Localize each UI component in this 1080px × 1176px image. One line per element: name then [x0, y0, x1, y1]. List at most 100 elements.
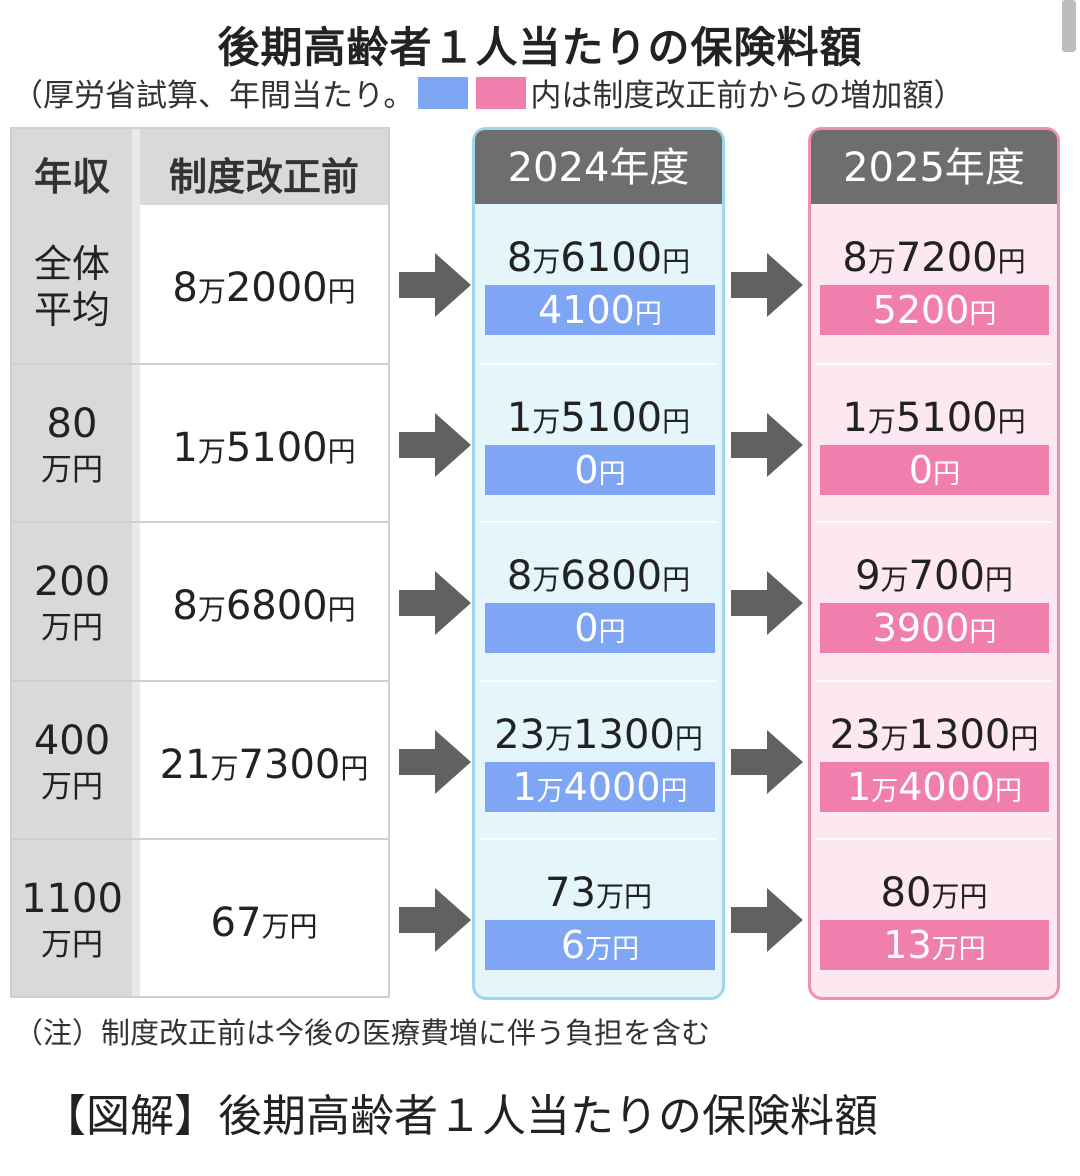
number-text: 4000: [898, 765, 995, 809]
number-text: 7200: [895, 235, 998, 281]
row-divider: [816, 521, 1052, 523]
row-divider: [480, 363, 717, 365]
column-2025-header: 2025年度: [811, 130, 1057, 204]
base-value: 8万6800円: [140, 583, 388, 629]
value-2025: 8万7200円: [811, 235, 1057, 281]
unit-text: 円: [327, 435, 356, 468]
unit-text: 円: [662, 245, 691, 278]
increase-2024-bar: 0円: [485, 445, 715, 495]
row-divider: [816, 680, 1052, 682]
number-text: 5200: [872, 288, 970, 332]
income-label: 200 万円: [12, 559, 132, 651]
right-arrow-icon: [399, 571, 471, 635]
unit-text: 円: [1010, 722, 1039, 755]
income-line-2: 万円: [41, 452, 103, 488]
right-arrow-icon: [731, 571, 803, 635]
row-divider: [480, 680, 717, 682]
number-text: 23: [494, 712, 546, 758]
increase-2024-bar: 1万4000円: [485, 762, 715, 812]
number-text: 1300: [573, 712, 675, 758]
number-text: 7300: [238, 742, 341, 788]
number-text: 700: [908, 553, 985, 599]
unit-text: 円: [674, 722, 703, 755]
value-2024: 8万6100円: [475, 235, 722, 281]
unit-text: 円: [634, 299, 662, 330]
number-text: 6800: [225, 583, 328, 629]
right-arrow-icon: [399, 253, 471, 317]
footnote: （注）制度改正前は今後の医療費増に伴う負担を含む: [14, 1016, 711, 1050]
value-2024: 73万円: [475, 870, 722, 916]
unit-text: 万円: [931, 880, 988, 913]
value-2025: 80万円: [811, 870, 1057, 916]
right-arrow-icon: [731, 413, 803, 477]
income-line-2: 万円: [41, 769, 103, 805]
unit-text: 円: [997, 245, 1026, 278]
number-text: 8: [506, 553, 533, 599]
unit-text: 万円: [595, 880, 652, 913]
right-arrow-icon: [399, 730, 471, 794]
income-line-2: 平均: [33, 288, 110, 332]
unit-text: 円: [662, 563, 691, 596]
row-divider: [12, 838, 388, 840]
unit-text: 万: [536, 776, 564, 807]
row-divider: [816, 838, 1052, 840]
number-text: 21: [159, 742, 211, 788]
unit-text: 円: [598, 617, 626, 648]
value-2024: 1万5100円: [475, 395, 722, 441]
number-text: 5100: [895, 395, 998, 441]
column-2024-header: 2024年度: [475, 130, 722, 204]
unit-text: 万: [197, 593, 226, 626]
value-2025: 9万700円: [811, 553, 1057, 599]
unit-text: 万円: [931, 934, 986, 965]
increase-2024-bar: 6万円: [485, 920, 715, 970]
unit-text: 円: [340, 752, 369, 785]
base-value: 67万円: [140, 900, 388, 946]
unit-text: 円: [984, 563, 1013, 596]
income-line-2: 万円: [41, 927, 103, 963]
unit-text: 万円: [585, 934, 640, 965]
number-text: 0: [908, 448, 934, 492]
number-text: 23: [829, 712, 881, 758]
unit-text: 万: [545, 722, 574, 755]
unit-text: 万: [532, 245, 561, 278]
legend-blue-swatch: [418, 76, 469, 109]
row-divider: [12, 680, 388, 682]
income-label: 400 万円: [12, 718, 132, 810]
unit-text: 円: [660, 776, 688, 807]
increase-2025-bar: 3900円: [820, 603, 1049, 653]
number-text: 67: [210, 900, 262, 946]
number-text: 1: [506, 395, 533, 441]
increase-2025-bar: 5200円: [820, 285, 1049, 335]
column-2025: [808, 127, 1060, 1000]
right-arrow-icon: [731, 888, 803, 952]
unit-text: 万: [871, 776, 899, 807]
value-2024: 23万1300円: [475, 712, 722, 758]
income-line-1: 1100: [21, 876, 123, 922]
number-text: 1300: [908, 712, 1011, 758]
row-divider: [816, 363, 1052, 365]
scrollbar-thumb[interactable]: [1062, 0, 1076, 52]
increase-2025-bar: 0円: [820, 445, 1049, 495]
value-2025: 23万1300円: [811, 712, 1057, 758]
unit-text: 円: [327, 275, 356, 308]
number-text: 13: [883, 923, 932, 967]
number-text: 1: [842, 395, 868, 441]
number-text: 2000: [225, 265, 328, 311]
income-label: 80 万円: [12, 401, 132, 493]
number-text: 73: [545, 870, 596, 916]
base-value: 1万5100円: [140, 425, 388, 471]
number-text: 80: [880, 870, 932, 916]
subtitle-prefix: （厚労省試算、年間当たり。: [12, 78, 415, 114]
chart-subtitle: （厚労省試算、年間当たり。 内は制度改正前からの増加額）: [12, 70, 964, 114]
income-line-1: 200: [33, 559, 111, 605]
number-text: 5100: [225, 425, 328, 471]
increase-2025-bar: 1万4000円: [820, 762, 1049, 812]
base-value: 21万7300円: [140, 742, 388, 788]
number-text: 0: [574, 606, 599, 650]
right-arrow-icon: [731, 253, 803, 317]
base-header: 制度改正前: [168, 155, 359, 199]
unit-text: 円: [327, 593, 356, 626]
number-text: 0: [574, 448, 599, 492]
unit-text: 万: [197, 275, 226, 308]
column-2024: [472, 127, 725, 1000]
